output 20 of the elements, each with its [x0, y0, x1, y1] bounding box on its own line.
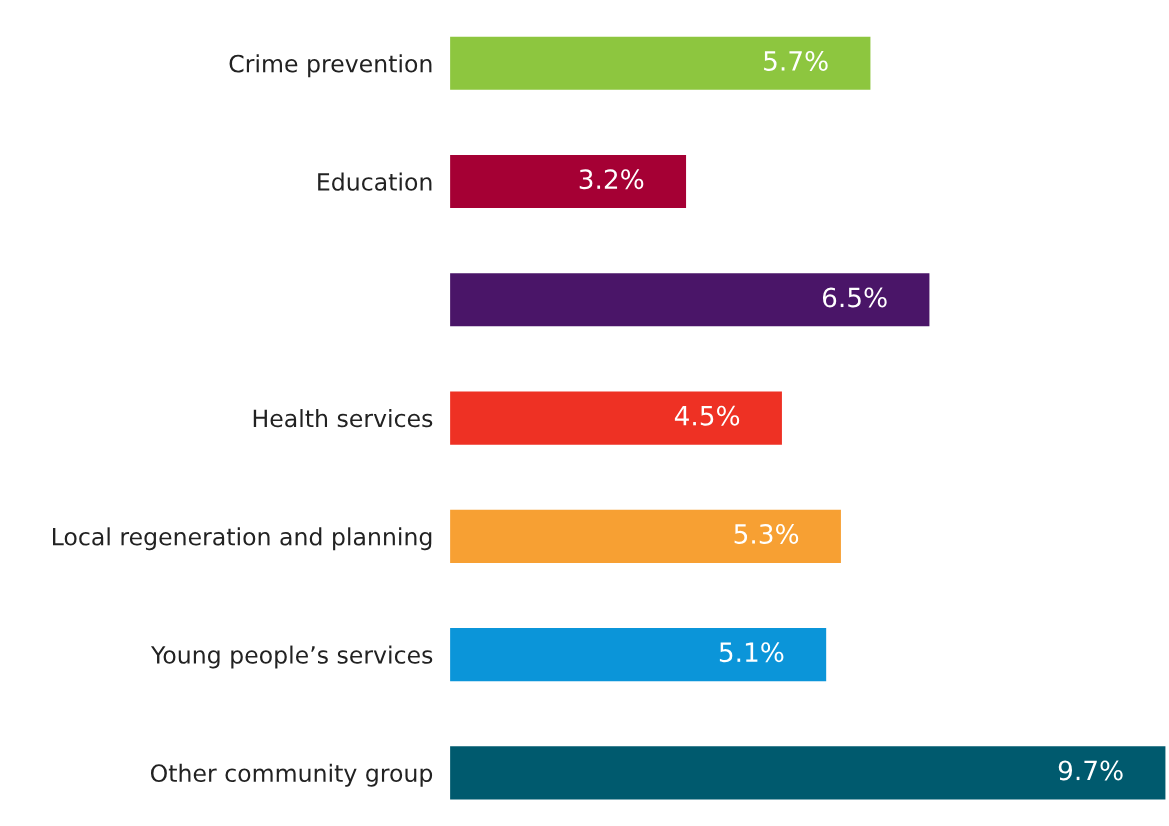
bar: [450, 391, 782, 445]
data-label: 4.5%: [674, 405, 740, 426]
data-label: 5.1%: [719, 642, 784, 663]
bar: [450, 36, 871, 90]
y-tick-label: Other community group: [150, 763, 433, 787]
y-tick-label: Health services: [253, 409, 433, 428]
bar: [450, 627, 827, 682]
y-tick-label: Crime prevention: [229, 54, 432, 78]
data-label: 5.7%: [764, 50, 828, 71]
data-label: 6.5%: [822, 287, 887, 308]
y-tick-label: Local regeneration and planning: [53, 527, 432, 551]
data-label: 3.2%: [579, 169, 644, 190]
bar: [450, 509, 841, 563]
bar: [450, 273, 930, 327]
data-label: 5.3%: [734, 523, 799, 544]
bar: [450, 154, 687, 209]
y-tick-label: Young people’s services: [150, 645, 433, 669]
data-label: 9.7%: [1058, 760, 1123, 781]
bar: [450, 746, 1166, 800]
y-tick-label: Education: [318, 172, 432, 191]
